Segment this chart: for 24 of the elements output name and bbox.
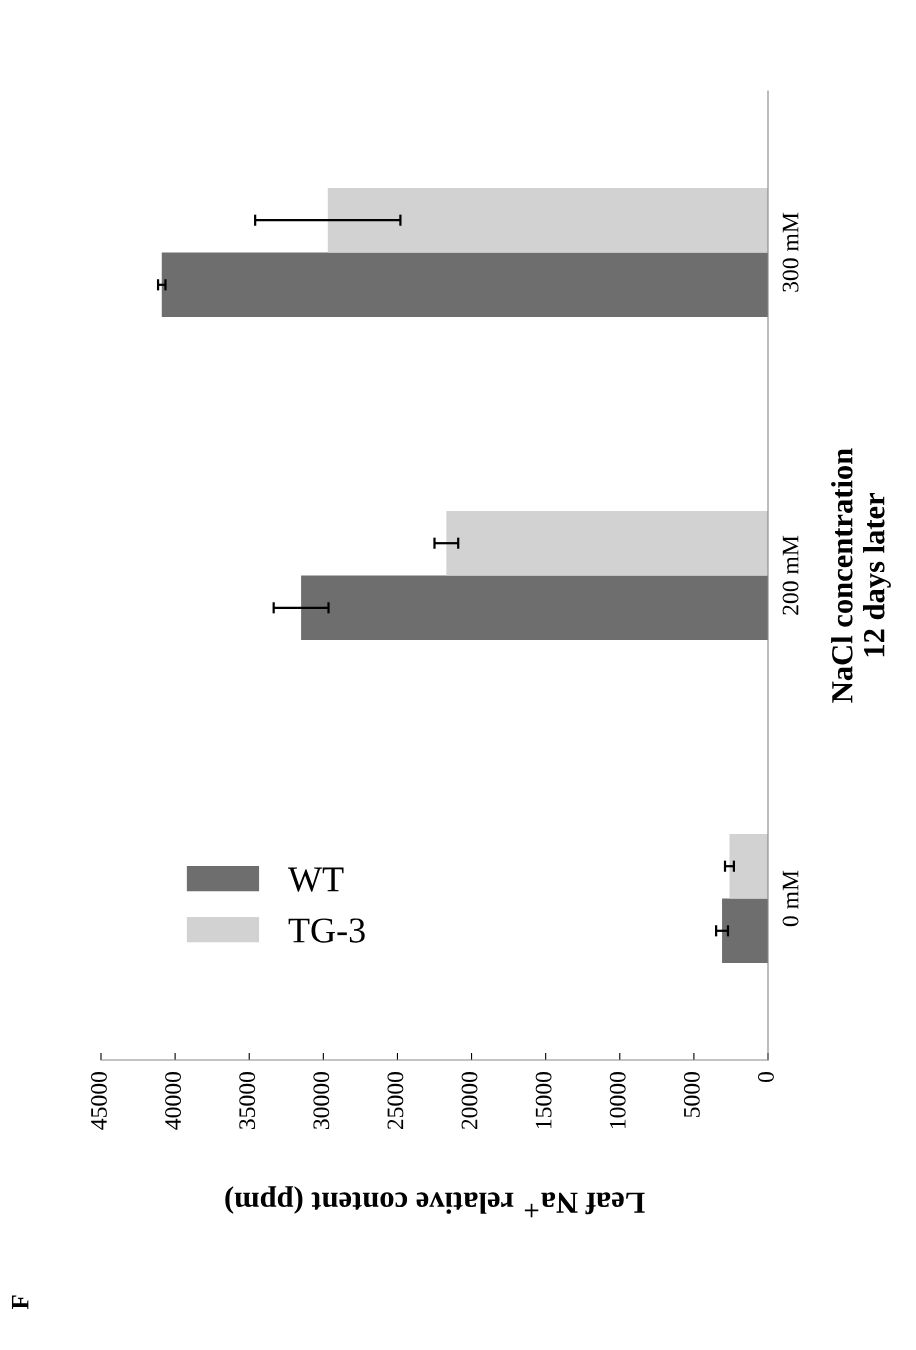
bar: [722, 898, 768, 964]
legend-label: WT: [288, 867, 344, 892]
y-tick-label: 0 mM: [782, 870, 799, 927]
y-tick-label: 200 mM: [782, 535, 799, 615]
bar: [301, 575, 768, 641]
x-tick-label: 15000: [535, 1072, 552, 1129]
x-tick-label: 30000: [313, 1072, 330, 1130]
x-tick-label: 35000: [239, 1072, 256, 1130]
x-tick-label: 25000: [387, 1072, 404, 1130]
x-tick-label: 10000: [609, 1072, 626, 1129]
text: F: [11, 1295, 29, 1310]
x-tick-label: 5000: [683, 1072, 700, 1117]
x-tick-label: 40000: [165, 1072, 182, 1130]
y-tick-label: 300 mM: [782, 212, 799, 292]
bar: [446, 510, 768, 576]
bar: [729, 833, 768, 899]
x-tick-label: 20000: [461, 1072, 478, 1130]
bar: [327, 187, 768, 253]
x-tick-label: 45000: [90, 1072, 107, 1130]
x-axis-title: Leaf Na$^{+}$ relative content (ppm): [225, 1186, 645, 1218]
legend-label: TG-3: [288, 918, 365, 943]
bar: [161, 252, 768, 318]
y-axis-title: NaCl concentration 12 days later: [831, 448, 891, 703]
x-tick-label: 0: [757, 1072, 774, 1083]
